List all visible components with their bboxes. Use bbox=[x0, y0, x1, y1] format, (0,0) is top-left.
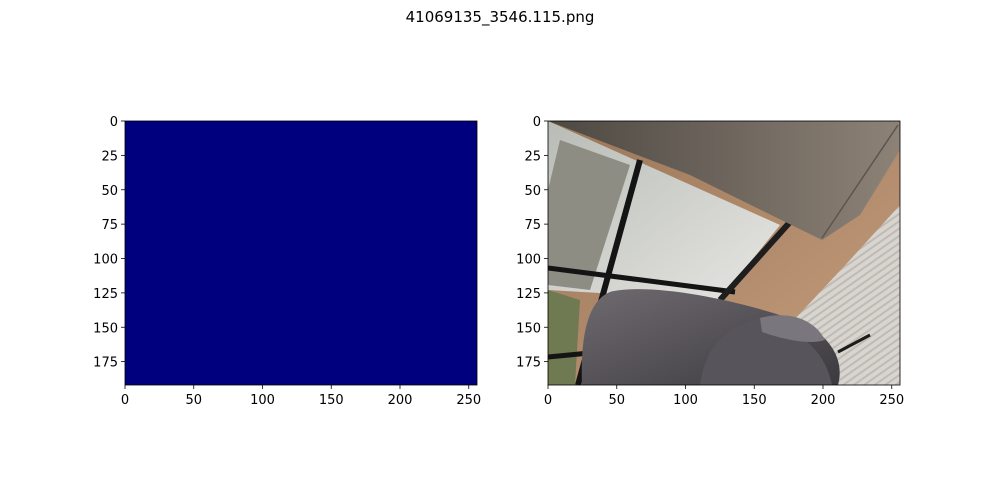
photo-chair-leg bbox=[837, 333, 871, 354]
mask-x-tick-label: 200 bbox=[388, 393, 413, 408]
mask-y-tick-label: 0 bbox=[110, 115, 118, 130]
photo-x-tick-label: 0 bbox=[544, 393, 552, 408]
photo-y-ticks: 0 25 50 75 100 125 150 175 bbox=[516, 115, 548, 371]
mask-x-ticks: 0 50 100 150 200 250 bbox=[121, 385, 481, 408]
mask-y-tick-label: 100 bbox=[93, 253, 118, 268]
mask-y-tick-label: 150 bbox=[93, 321, 118, 336]
photo-armchair-arm bbox=[760, 315, 825, 343]
photo-frame bbox=[548, 265, 736, 295]
mask-panel: 0 50 100 150 200 250 0 25 50 75 100 125 150 175 bbox=[93, 115, 481, 408]
photo-y-tick-label: 50 bbox=[524, 184, 541, 199]
photo-x-ticks: 0 50 100 150 200 250 bbox=[544, 385, 904, 408]
photo-building bbox=[548, 140, 630, 290]
photo-x-tick-label: 200 bbox=[811, 393, 836, 408]
photo-y-tick-label: 25 bbox=[524, 149, 541, 164]
photo-ceiling-edge bbox=[821, 124, 899, 239]
photo-y-tick-label: 175 bbox=[516, 356, 541, 371]
photo-y-tick-label: 75 bbox=[524, 218, 541, 233]
photo-image bbox=[548, 121, 900, 385]
mask-x-tick-label: 150 bbox=[319, 393, 344, 408]
photo-y-tick-label: 125 bbox=[516, 287, 541, 302]
mask-frame bbox=[124, 120, 478, 386]
mask-y-tick-label: 175 bbox=[93, 356, 118, 371]
mask-y-ticks: 0 25 50 75 100 125 150 175 bbox=[93, 115, 125, 371]
photo-ceiling bbox=[548, 121, 900, 240]
mask-x-tick-label: 100 bbox=[250, 393, 275, 408]
photo-x-tick-label: 50 bbox=[608, 393, 625, 408]
mask-y-tick-label: 75 bbox=[101, 218, 118, 233]
mask-x-tick-label: 50 bbox=[185, 393, 202, 408]
photo-frame bbox=[717, 219, 793, 303]
mask-y-tick-label: 25 bbox=[101, 149, 118, 164]
mask-y-tick-label: 50 bbox=[101, 184, 118, 199]
mask-image bbox=[125, 121, 477, 385]
photo-x-tick-label: 150 bbox=[742, 393, 767, 408]
figure-title: 41069135_3546.115.png bbox=[406, 8, 595, 27]
photo-y-tick-label: 0 bbox=[533, 115, 541, 130]
photo-greenery bbox=[548, 290, 580, 385]
photo-y-tick-label: 150 bbox=[516, 321, 541, 336]
photo-y-tick-label: 100 bbox=[516, 253, 541, 268]
photo-armchair-cushion bbox=[700, 318, 832, 385]
photo-x-tick-label: 100 bbox=[673, 393, 698, 408]
mask-x-tick-label: 0 bbox=[121, 393, 129, 408]
photo-frame-border bbox=[547, 120, 901, 386]
mask-y-tick-label: 125 bbox=[93, 287, 118, 302]
photo-x-tick-label: 250 bbox=[879, 393, 904, 408]
photo-panel: 0 50 100 150 200 250 0 25 50 75 100 125 150 175 bbox=[516, 115, 904, 408]
mask-x-tick-label: 250 bbox=[456, 393, 481, 408]
